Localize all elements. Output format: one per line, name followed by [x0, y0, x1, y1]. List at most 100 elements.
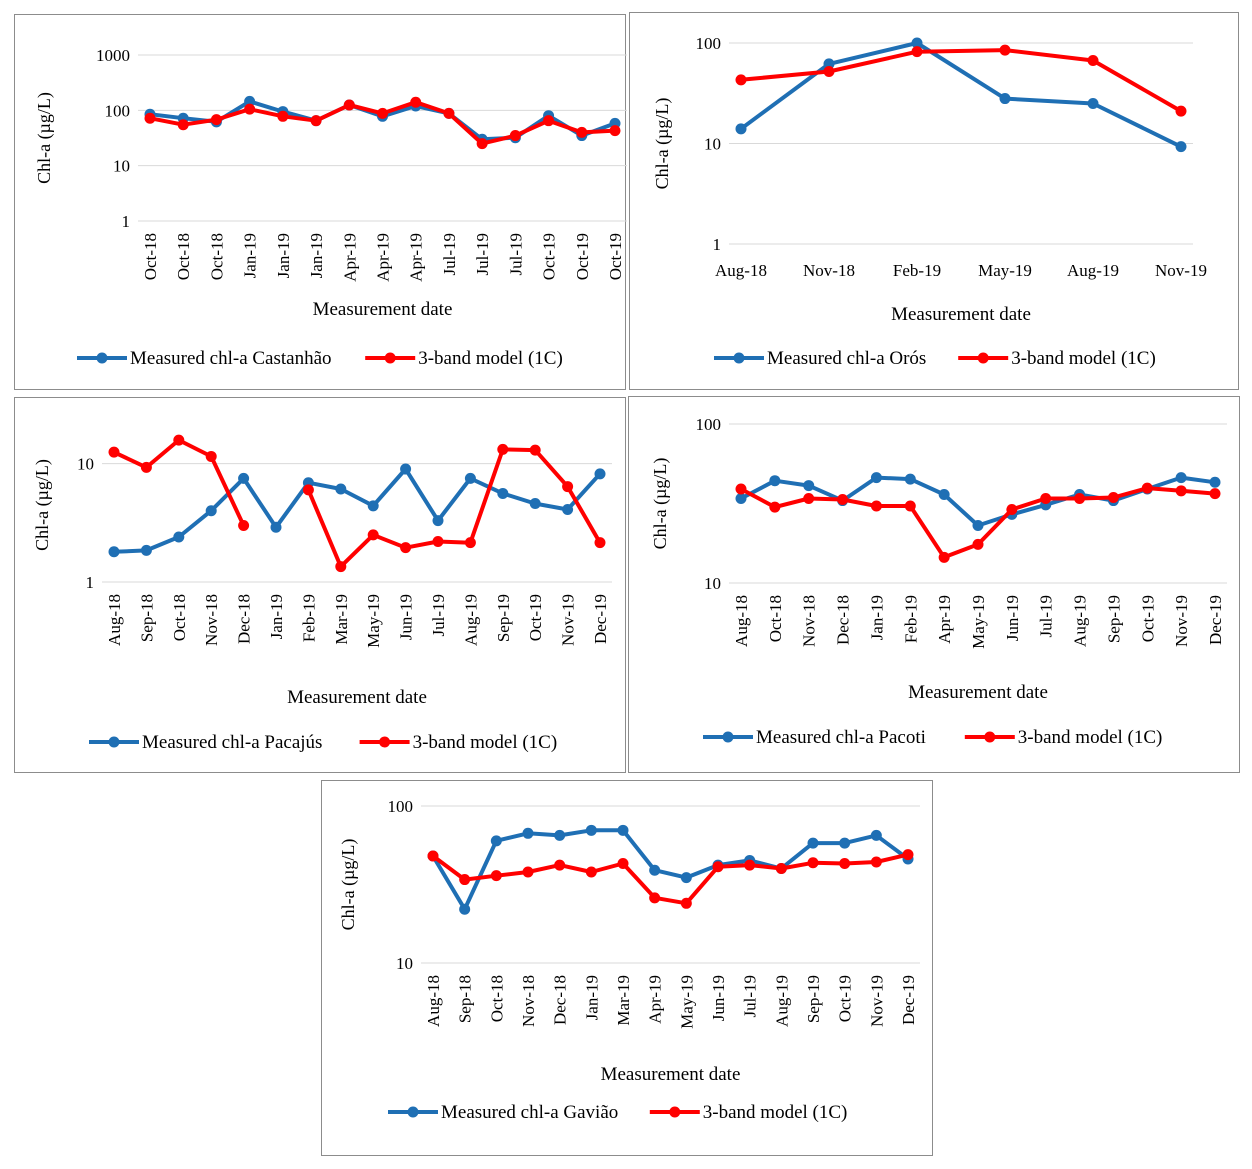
data-point-model: [562, 481, 574, 493]
y-tick-label: 1: [122, 212, 131, 231]
data-point-measured: [904, 473, 916, 485]
data-point-model: [1141, 482, 1153, 494]
x-tick-label: Jul-19: [741, 975, 760, 1018]
x-tick-label: Dec-19: [899, 975, 918, 1025]
x-tick-label: Dec-18: [235, 594, 254, 644]
panel-oros: 1 10 100 Aug-18 Nov-18 Feb-19 May-19 Aug-19 Nov-…: [629, 12, 1239, 390]
data-point-measured: [173, 531, 185, 543]
legend-marker: [722, 731, 734, 743]
x-tick-label: Oct-18: [174, 233, 193, 280]
data-point-model: [367, 529, 379, 541]
data-point-model: [594, 537, 606, 549]
legend-entry: Measured chl-a Orós: [714, 348, 926, 369]
y-tick-label: 10: [396, 954, 413, 973]
data-point-model: [807, 857, 819, 869]
x-tick-label: Jan-19: [274, 233, 293, 278]
data-point-measured: [735, 492, 747, 504]
data-point-measured: [205, 505, 217, 517]
legend-entry: Measured chl-a Pacajús: [89, 732, 322, 753]
legend-marker: [407, 1106, 419, 1118]
data-point-model: [108, 446, 120, 458]
panel-castanhao: 1 10 100 1000 Oct-18 Oct-18 Oct-18 Jan-19 Jan-19…: [14, 14, 627, 390]
x-axis-title: Measurement date: [313, 299, 453, 320]
x-tick-label: Aug-19: [1067, 261, 1119, 280]
data-point-measured: [839, 837, 851, 849]
series-line-measured: [431, 828, 910, 912]
x-tick-label: Jun-19: [397, 594, 416, 640]
x-tick-label: Oct-18: [170, 594, 189, 641]
data-point-model: [735, 74, 747, 86]
legend-entry: 3-band model (1C): [359, 732, 558, 753]
data-point-model: [1107, 491, 1119, 503]
legend-marker: [96, 352, 108, 364]
legend-label: 3-band model (1C): [418, 348, 563, 369]
x-tick-label: Mar-19: [614, 975, 633, 1026]
x-tick-label: Sep-19: [494, 594, 513, 642]
legend-entry: Measured chl-a Pacoti: [703, 727, 926, 748]
data-point-model: [509, 130, 521, 142]
y-tick-label: 100: [105, 101, 131, 120]
data-point-model: [302, 484, 314, 496]
data-point-measured: [562, 503, 574, 515]
data-point-measured: [649, 864, 661, 876]
x-tick-label: Oct-18: [766, 595, 785, 642]
data-point-model: [522, 866, 534, 878]
data-point-model: [712, 861, 724, 873]
legend-marker: [984, 731, 996, 743]
x-tick-label: Apr-19: [340, 233, 359, 282]
data-point-model: [476, 138, 488, 150]
x-tick-label: Jul-19: [473, 233, 492, 276]
data-point-measured: [807, 837, 819, 849]
x-tick-label: Dec-18: [834, 595, 853, 645]
data-point-measured: [911, 37, 923, 49]
data-point-model: [649, 892, 661, 904]
data-point-measured: [554, 829, 566, 841]
x-tick-label: Oct-18: [141, 233, 160, 280]
x-tick-label: Oct-18: [487, 975, 506, 1022]
x-tick-label: Jul-19: [1037, 595, 1056, 638]
data-point-measured: [459, 903, 471, 915]
x-tick-label: Oct-18: [207, 233, 226, 280]
x-tick-label: Dec-19: [1206, 595, 1225, 645]
data-point-model: [870, 856, 882, 868]
x-tick-label: Jun-19: [709, 975, 728, 1021]
data-point-model: [837, 494, 849, 506]
y-tick-label: 10: [113, 157, 130, 176]
x-tick-label: Feb-19: [901, 595, 920, 643]
data-point-model: [464, 537, 476, 549]
x-tick-label: Sep-19: [804, 975, 823, 1023]
x-tick-label: Jan-19: [267, 594, 286, 639]
data-point-model: [617, 858, 629, 870]
series-line-model: [306, 447, 602, 569]
data-point-model: [744, 859, 756, 871]
x-tick-label: Nov-18: [202, 594, 221, 646]
y-tick-label: 1: [713, 235, 722, 254]
legend-label: 3-band model (1C): [703, 1102, 848, 1123]
series-line-measured: [739, 41, 1182, 149]
x-tick-label: Aug-19: [461, 594, 480, 646]
data-point-measured: [238, 472, 250, 484]
x-axis-title: Measurement date: [601, 1064, 741, 1085]
data-point-model: [803, 492, 815, 504]
x-tick-label: Oct-19: [836, 975, 855, 1022]
data-point-model: [543, 115, 555, 127]
legend-label: Measured chl-a Gavião: [441, 1102, 618, 1123]
x-tick-label: Feb-19: [299, 594, 318, 642]
x-tick-label: Jan-19: [867, 595, 886, 640]
chart-pacajus: 1 10 Aug-18 Sep-18 Oct-18 Nov-18 Dec-18 Jan-19 F…: [32, 434, 612, 753]
data-point-measured: [617, 824, 629, 836]
data-point-model: [1074, 492, 1086, 504]
x-tick-label: Apr-19: [935, 595, 954, 644]
chart-oros: 1 10 100 Aug-18 Nov-18 Feb-19 May-19 Aug-19 Nov-…: [652, 34, 1207, 369]
x-tick-label: Nov-19: [1172, 595, 1191, 647]
data-point-model: [904, 500, 916, 512]
x-tick-label: Apr-19: [646, 975, 665, 1024]
data-point-model: [410, 96, 422, 108]
x-tick-label: Apr-19: [407, 233, 426, 282]
x-tick-label: Dec-18: [551, 975, 570, 1025]
data-point-model: [972, 538, 984, 550]
legend-label: 3-band model (1C): [1018, 727, 1163, 748]
legend-label: 3-band model (1C): [413, 732, 558, 753]
legend-label: Measured chl-a Pacajús: [142, 732, 322, 753]
data-point-model: [999, 44, 1011, 56]
